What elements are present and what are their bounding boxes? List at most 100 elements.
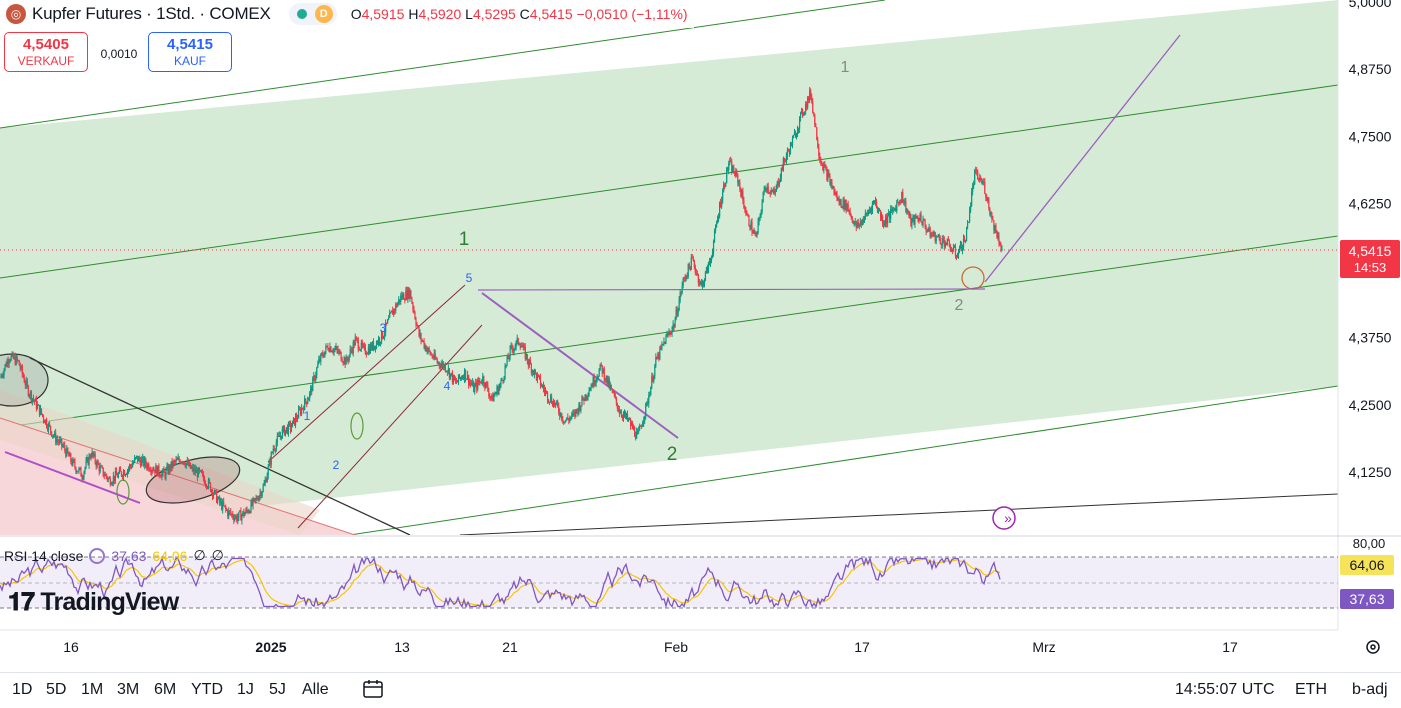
candle-body [757,221,759,234]
candle-body [208,479,211,483]
candle-body [801,109,803,113]
candle-body [154,469,156,474]
candle-body [273,448,275,450]
candle-body [973,184,975,187]
candle-body [728,163,730,171]
buy-label: KAUF [173,54,206,68]
rsi-settings-icon[interactable] [89,547,106,564]
candle-body [648,395,650,404]
event-icon[interactable] [992,506,1016,530]
candle-body [828,172,830,176]
candle-body [751,222,753,233]
sell-button[interactable]: 4,5405 VERKAUF [4,32,88,72]
rsi-ma-value: 64,06 [152,547,188,564]
candle-body [704,271,707,280]
candle-body [102,467,104,476]
candle-body [25,380,27,386]
candle-body [667,334,669,336]
candle-body [989,208,991,215]
candle-body [934,232,936,242]
candle-body [17,360,19,362]
clock-display[interactable]: 14:55:07 UTC [1175,681,1275,698]
sell-label: VERKAUF [17,54,75,68]
session-toggle[interactable]: ETH [1295,681,1327,698]
candle-body [190,467,192,469]
candle-body [560,413,562,417]
candle-body [867,210,869,214]
candle-body [569,417,571,421]
candle-body [931,233,933,235]
candle-body [311,387,313,392]
market-status-pill[interactable]: D [288,3,337,25]
candle-body [218,497,220,499]
calendar-range-icon[interactable] [362,678,384,700]
candle-body [380,331,383,342]
candle-body [483,376,485,385]
candle-body [427,348,429,351]
candle-body [358,349,360,351]
rsi-legend[interactable]: RSI 14 close 37,63 64,06 ∅ ∅ [4,547,224,564]
candle-body [611,388,613,393]
candle-body [696,272,698,275]
candle-body [614,395,616,398]
candle-body [554,401,556,406]
candle-body [771,191,773,193]
candle-body [168,465,170,474]
candle-body [164,472,166,478]
candle-body [371,341,374,350]
candle-body [756,233,758,235]
candle-body [184,464,186,467]
candle-body [40,408,43,414]
range-1m-button[interactable]: 1M [81,681,104,698]
candle-body [488,391,490,397]
candle-body [325,345,327,352]
candle-body [850,215,852,217]
candle-body [702,281,705,286]
candle-body [205,484,208,488]
tradingview-logo[interactable]: 𝟏𝟕 TradingView [8,588,179,617]
candle-body [99,466,101,472]
candle-body [282,426,284,429]
price-tick-label: 4,1250 [1349,464,1392,480]
range-5d-button[interactable]: 5D [46,681,67,698]
candle-body [629,419,632,426]
range-1j-button[interactable]: 1J [237,681,254,698]
candle-body [548,401,551,403]
price-axis-bg[interactable] [1338,0,1401,630]
candle-body [706,267,709,273]
candle-body [901,191,903,203]
range-ytd-button[interactable]: YTD [191,681,223,698]
candle-body [529,360,531,365]
range-6m-button[interactable]: 6M [154,681,177,698]
candle-body [423,340,425,348]
candle-body [830,182,832,185]
price-chart[interactable]: 1 2 1 2 1 2 3 4 5 » 5,0000 4,8750 4,7500 4,… [0,0,1401,672]
candle-body [349,349,351,355]
candle-body [968,221,970,223]
buy-button[interactable]: 4,5415 KAUF [148,32,232,72]
candle-body [491,394,493,398]
candle-body [332,351,334,353]
candle-body [341,360,343,362]
candle-body [767,186,769,193]
candle-body [300,409,302,415]
candle-body [342,361,344,363]
range-1d-button[interactable]: 1D [12,681,33,698]
gear-icon[interactable] [1363,637,1383,657]
candle-body [626,413,629,420]
candle-body [56,439,58,443]
candle-body [4,364,6,370]
candle-body [421,340,423,342]
candle-body [47,423,50,430]
candle-body [587,395,589,397]
range-5j-button[interactable]: 5J [269,681,286,698]
candle-body [288,422,291,424]
range-3m-button[interactable]: 3M [117,681,140,698]
candle-body [855,221,857,228]
range-all-button[interactable]: Alle [302,681,329,698]
adjustment-toggle[interactable]: b-adj [1352,681,1388,698]
symbol-title[interactable]: Kupfer Futures · 1Std. · COMEX [32,4,271,23]
candle-body [287,422,290,434]
candle-body [119,469,122,472]
last-price-label: 4,5415 [1349,243,1392,259]
